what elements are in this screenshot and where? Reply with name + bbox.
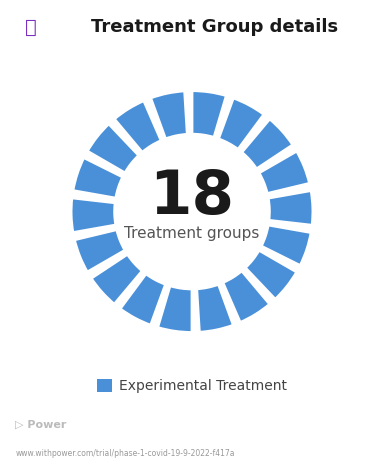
Wedge shape [245,250,297,299]
Wedge shape [158,286,192,332]
Text: ▷ Power: ▷ Power [15,420,67,430]
Wedge shape [197,284,233,332]
Wedge shape [120,274,166,325]
Legend: Experimental Treatment: Experimental Treatment [97,379,287,393]
Text: Treatment groups: Treatment groups [124,226,260,241]
Text: www.withpower.com/trial/phase-1-covid-19-9-2022-f417a: www.withpower.com/trial/phase-1-covid-19… [15,449,235,458]
Wedge shape [242,119,293,169]
Wedge shape [259,151,310,193]
Wedge shape [71,198,116,232]
Wedge shape [268,191,313,225]
Wedge shape [261,225,311,266]
Wedge shape [91,254,142,304]
Text: Treatment Group details: Treatment Group details [91,18,339,36]
Wedge shape [151,91,187,139]
Wedge shape [73,158,123,198]
Wedge shape [218,98,264,149]
Wedge shape [192,91,226,137]
Wedge shape [114,101,161,153]
Wedge shape [74,230,125,272]
Text: 18: 18 [149,167,235,226]
Wedge shape [223,271,270,322]
Wedge shape [87,124,139,173]
Text: 👥: 👥 [25,18,36,37]
